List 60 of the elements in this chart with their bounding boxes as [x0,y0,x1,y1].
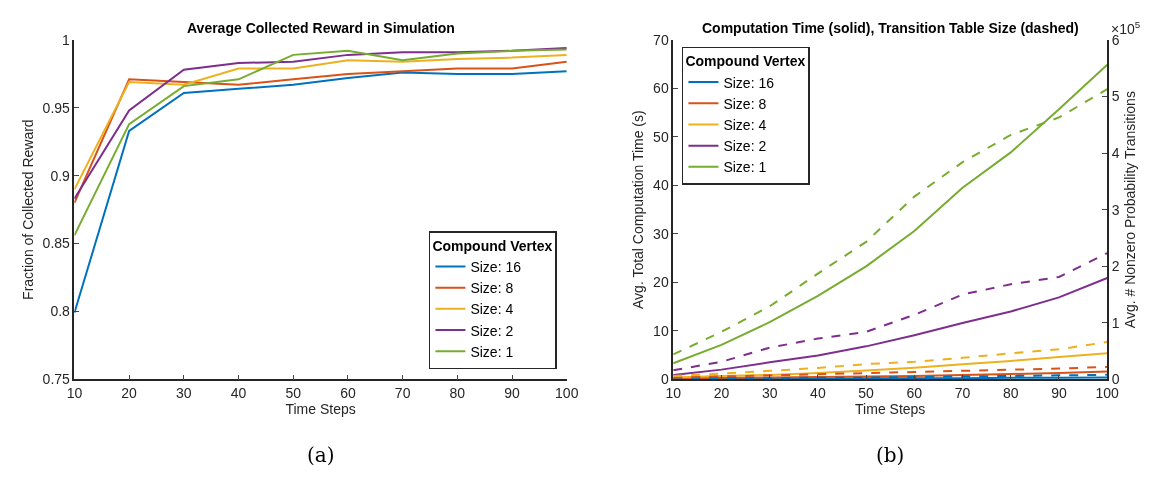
x-tick-label: 60 [340,384,356,401]
y-tick-label: 60 [653,80,669,97]
y-tick-label: 40 [653,177,669,194]
x-tick-label: 30 [176,384,192,401]
y-tick-label: 0.95 [42,99,71,116]
x-axis-title: Time Steps [855,400,926,417]
chart-title: Average Collected Reward in Simulation [187,20,455,36]
legend-label: Size: 4 [723,116,767,133]
y-tick-label: 30 [653,225,669,242]
x-tick-label: 100 [555,384,579,401]
y2-tick-label: 4 [1111,144,1120,161]
line-series [673,252,1108,372]
y2-tick-label: 3 [1111,201,1120,218]
x-tick-label: 70 [954,384,971,401]
x-tick-label: 20 [121,384,138,401]
y-tick-label: 1 [62,31,71,48]
legend-label: Size: 8 [723,95,767,112]
legend-label: Size: 2 [723,138,767,155]
legend-label: Size: 2 [470,322,514,339]
x-tick-label: 80 [449,384,466,401]
x-tick-label: 20 [713,384,730,401]
x-tick-label: 90 [504,384,521,401]
legend-title: Compound Vertex [685,53,806,70]
x-tick-label: 70 [394,384,411,401]
x-tick-label: 40 [810,384,826,401]
y-tick-label: 50 [653,128,669,145]
y-tick-label: 0.85 [42,235,71,252]
line-series [74,48,567,237]
legend-label: Size: 8 [470,280,514,297]
y-axis-title: Fraction of Collected Reward [19,119,36,300]
y-tick-label: 0.9 [50,167,71,184]
y-tick-label: 20 [653,274,669,291]
x-axis-title: Time Steps [285,400,356,417]
y2-tick-label: 6 [1111,31,1120,48]
y-tick-label: 0.8 [50,303,71,320]
legend-label: Size: 1 [723,159,767,176]
x-tick-label: 50 [285,384,302,401]
x-tick-label: 80 [1002,384,1019,401]
y-tick-label: 70 [653,31,669,48]
line-series [673,277,1108,376]
x-tick-label: 30 [761,384,778,401]
x-tick-label: 60 [906,384,923,401]
x-tick-label: 50 [858,384,875,401]
y-axis-title: Avg. Total Computation Time (s) [630,110,647,309]
y-tick-label: 10 [653,322,669,339]
y2-tick-label: 5 [1111,88,1120,105]
y2-tick-label: 2 [1111,258,1120,275]
line-series [74,70,567,314]
chart-title: Computation Time (solid), Transition Table Size (dashed) [702,20,1079,36]
legend-title: Compound Vertex [432,237,553,254]
legend-label: Size: 16 [723,74,775,91]
x-tick-label: 40 [230,384,247,401]
y2-axis-title: Avg. # Nonzero Probability Transitions [1121,91,1138,329]
legend-label: Size: 4 [470,301,514,318]
y2-tick-label: 1 [1111,314,1120,331]
legend-label: Size: 1 [470,343,514,360]
x-tick-label: 90 [1051,384,1067,401]
text: (b) [876,443,905,467]
text: (a) [307,443,335,467]
legend-label: Size: 16 [470,258,522,275]
